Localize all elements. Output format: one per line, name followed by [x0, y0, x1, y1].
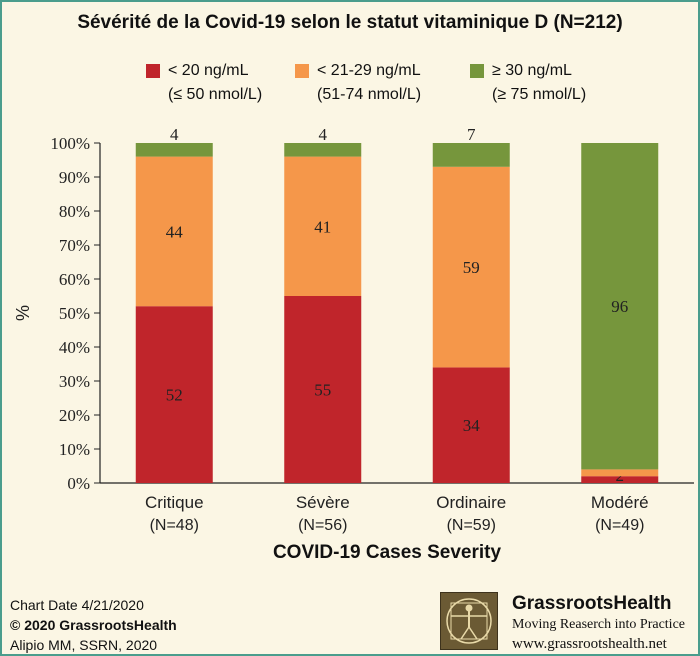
vitruvian-man-logo-icon: [440, 592, 498, 650]
y-tick-label: 10%: [59, 440, 90, 459]
brand-block: GrassrootsHealth Moving Reaserch into Pr…: [512, 592, 685, 654]
legend-sublabel: (≥ 75 nmol/L): [492, 86, 587, 103]
bar-data-label: 59: [463, 258, 480, 277]
y-tick-label: 100%: [50, 134, 90, 153]
x-tick-sublabel: (N=56): [298, 517, 347, 534]
stacked-bar-chart: 0%10%20%30%40%50%60%70%80%90%100%%52444C…: [13, 125, 694, 563]
y-tick-label: 70%: [59, 236, 90, 255]
legend-label: ≥ 30 ng/mL: [492, 62, 572, 79]
y-tick-label: 30%: [59, 372, 90, 391]
legend-swatch-low: [146, 64, 160, 78]
bar-segment: [432, 367, 510, 483]
source: Alipio MM, SSRN, 2020: [10, 637, 158, 653]
bar-segment: [581, 476, 659, 483]
legend-label: < 21-29 ng/mL: [317, 62, 421, 79]
x-tick-sublabel: (N=49): [595, 517, 644, 534]
bar-segment: [284, 143, 362, 157]
brand-url[interactable]: www.grassrootshealth.net: [512, 636, 667, 652]
chart-title: Sévérité de la Covid-19 selon le statut …: [77, 12, 623, 33]
bar-segment: [284, 296, 362, 483]
legend-sublabel: (51-74 nmol/L): [317, 86, 422, 103]
legend-label: < 20 ng/mL: [168, 62, 249, 79]
bar-data-label: 55: [314, 381, 331, 400]
bar-segment: [135, 306, 213, 483]
brand-name: GrassrootsHealth: [512, 593, 672, 614]
bar-data-label: 34: [463, 416, 481, 435]
bar-data-label: 41: [314, 217, 331, 236]
bar-segment: [284, 156, 362, 296]
y-tick-label: 90%: [59, 168, 90, 187]
brand-tagline: Moving Reaserch into Practice: [512, 617, 686, 632]
bar-data-label: 52: [166, 386, 183, 405]
bar-data-label: 96: [611, 297, 628, 316]
y-axis-label: %: [13, 305, 33, 321]
x-axis-label: COVID-19 Cases Severity: [273, 542, 502, 563]
x-tick-label: Critique: [145, 493, 204, 512]
bar-segment: [135, 143, 213, 157]
y-tick-label: 20%: [59, 406, 90, 425]
y-tick-label: 80%: [59, 202, 90, 221]
bar-data-label: 4: [170, 125, 179, 144]
y-tick-label: 40%: [59, 338, 90, 357]
footer-info: Chart Date 4/21/2020 © 2020 GrassrootsHe…: [10, 595, 177, 655]
x-tick-label: Modéré: [591, 493, 649, 512]
legend-swatch-mid: [295, 64, 309, 78]
bar-data-label: 4: [319, 125, 328, 144]
bar-segment: [581, 469, 659, 477]
y-tick-label: 50%: [59, 304, 90, 323]
copyright: © 2020 GrassrootsHealth: [10, 617, 177, 633]
legend-swatch-high: [470, 64, 484, 78]
legend-sublabel: (≤ 50 nmol/L): [168, 86, 263, 103]
x-tick-label: Ordinaire: [436, 493, 506, 512]
bar-segment: [432, 143, 510, 167]
x-tick-sublabel: (N=48): [150, 517, 199, 534]
x-tick-sublabel: (N=59): [447, 517, 496, 534]
y-tick-label: 60%: [59, 270, 90, 289]
bar-data-label: 7: [467, 125, 476, 144]
bar-segment: [581, 143, 659, 470]
chart-date: Chart Date 4/21/2020: [10, 597, 144, 613]
y-tick-label: 0%: [67, 474, 90, 493]
bar-segment: [135, 156, 213, 307]
bar-segment: [432, 166, 510, 368]
bar-data-label: 44: [166, 222, 184, 241]
x-tick-label: Sévère: [296, 493, 350, 512]
